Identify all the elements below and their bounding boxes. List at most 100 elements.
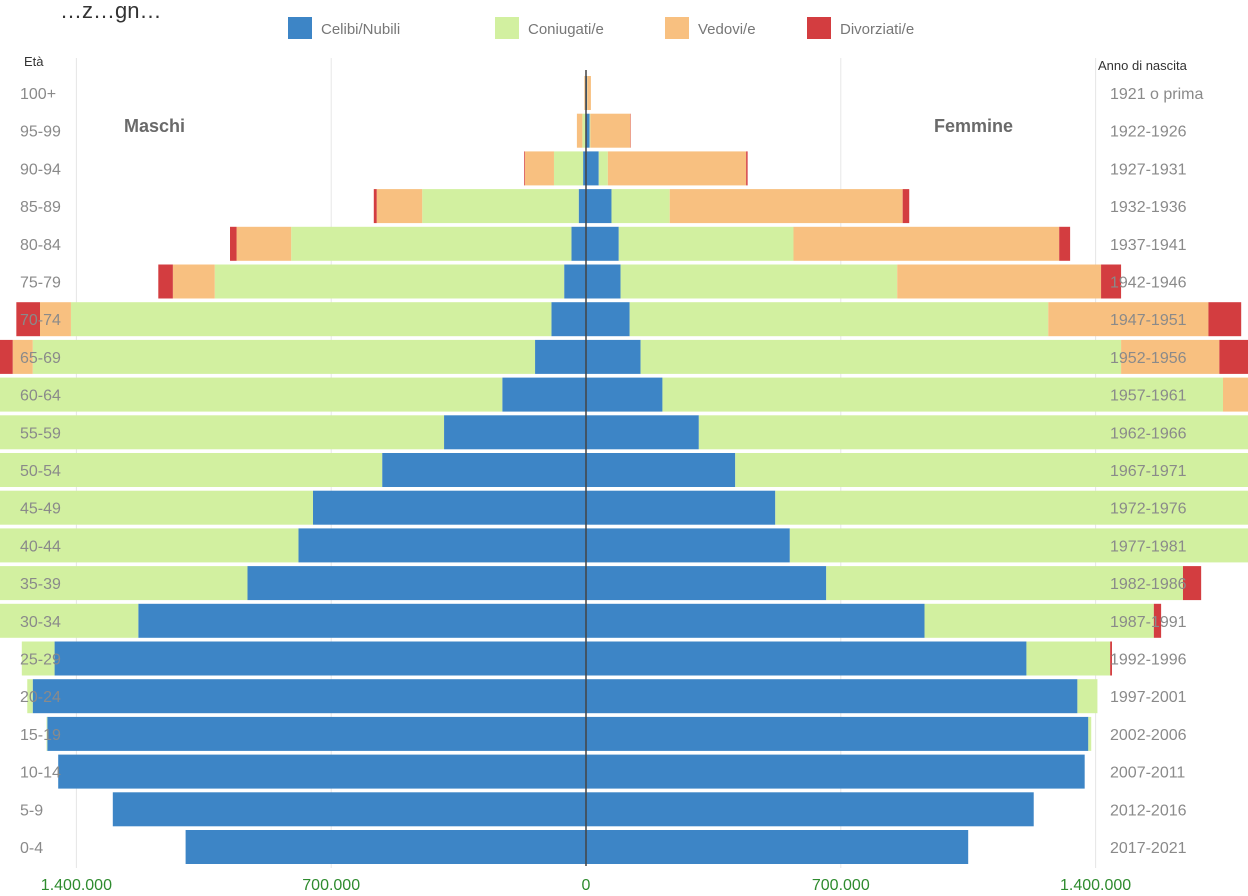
bar-female-vedovi-e-65-69 — [1121, 339, 1220, 374]
bar-female-vedovi-e-100+ — [587, 76, 591, 110]
bar-male-coniugati-e-85-89 — [422, 189, 579, 224]
age-label: 35-39 — [20, 576, 61, 593]
x-tick-label: 700.000 — [812, 877, 870, 894]
bar-female-vedovi-e-80-84 — [793, 226, 1060, 261]
bar-female-celibi-nubili-10-14 — [586, 754, 1085, 789]
bar-female-celibi-nubili-20-24 — [586, 679, 1078, 714]
birth-year-label: 1967-1971 — [1110, 463, 1187, 480]
birth-year-label: 2017-2021 — [1110, 840, 1187, 857]
age-label: 15-19 — [20, 727, 61, 744]
bar-male-celibi-nubili-45-49 — [313, 490, 586, 525]
bar-male-divorziati-e-80-84 — [230, 226, 237, 261]
birth-year-label: 1997-2001 — [1110, 689, 1187, 706]
birth-year-label: 1957-1961 — [1110, 388, 1187, 405]
bar-female-celibi-nubili-65-69 — [586, 339, 641, 374]
birth-year-axis-labels: 2017-2021 2012-2016 2007-2011 2002-2006 1997… — [1110, 86, 1203, 857]
bar-female-celibi-nubili-75-79 — [586, 264, 621, 299]
birth-year-label: 1972-1976 — [1110, 501, 1187, 518]
bar-male-coniugati-e-70-74 — [70, 302, 552, 337]
birth-year-label: 1962-1966 — [1110, 425, 1187, 442]
bar-male-celibi-nubili-65-69 — [535, 339, 586, 374]
bar-female-celibi-nubili-80-84 — [586, 226, 619, 261]
bar-male-celibi-nubili-70-74 — [551, 302, 586, 337]
bar-female-coniugati-e-60-64 — [662, 377, 1223, 412]
birth-year-label: 1992-1996 — [1110, 652, 1187, 669]
age-label: 0-4 — [20, 840, 43, 857]
top-title: …z…gn… — [60, 0, 161, 23]
bar-female-coniugati-e-45-49 — [775, 490, 1248, 525]
x-axis-tick-labels: 2.800.0002.100.0001.400.000700.0000700.0… — [41, 877, 1131, 894]
bar-female-vedovi-e-75-79 — [897, 264, 1102, 299]
bar-male-celibi-nubili-10-14 — [58, 754, 586, 789]
bar-male-coniugati-e-30-34 — [0, 603, 139, 638]
bar-male-celibi-nubili-80-84 — [571, 226, 586, 261]
bar-male-coniugati-e-90-94 — [553, 151, 584, 186]
bar-female-vedovi-e-60-64 — [1223, 377, 1248, 412]
age-label: 100+ — [20, 86, 56, 103]
bar-female-celibi-nubili-90-94 — [586, 151, 599, 186]
bar-female-divorziati-e-70-74 — [1208, 302, 1242, 337]
bar-female-divorziati-e-80-84 — [1059, 226, 1071, 261]
age-label: 75-79 — [20, 275, 61, 292]
bar-female-vedovi-e-95-99 — [590, 113, 631, 148]
bar-male-vedovi-e-70-74 — [40, 302, 71, 337]
bar-female-celibi-nubili-15-19 — [586, 716, 1089, 751]
bar-female-celibi-nubili-5-9 — [586, 792, 1034, 827]
bar-male-celibi-nubili-40-44 — [298, 528, 586, 563]
birth-year-label: 1927-1931 — [1110, 161, 1187, 178]
x-tick-label: 700.000 — [302, 877, 360, 894]
bar-male-celibi-nubili-85-89 — [578, 189, 586, 224]
bar-male-celibi-nubili-30-34 — [138, 603, 586, 638]
bar-male-coniugati-e-25-29 — [21, 641, 55, 676]
legend-swatch-vedovi-e — [665, 17, 689, 39]
age-label: 95-99 — [20, 124, 61, 141]
birth-year-label: 1922-1926 — [1110, 124, 1187, 141]
legend-swatch-coniugati-e — [495, 17, 519, 39]
bar-female-divorziati-e-65-69 — [1219, 339, 1248, 374]
bar-male-vedovi-e-90-94 — [524, 151, 554, 186]
legend-swatch-celibi-nubili — [288, 17, 312, 39]
bar-male-divorziati-e-85-89 — [373, 189, 377, 224]
bar-female-coniugati-e-30-34 — [924, 603, 1154, 638]
bar-female-coniugati-e-15-19 — [1088, 716, 1092, 751]
bar-male-coniugati-e-40-44 — [0, 528, 299, 563]
bar-male-coniugati-e-95-99 — [582, 113, 586, 148]
bar-male-coniugati-e-20-24 — [27, 679, 33, 714]
bar-male-vedovi-e-75-79 — [172, 264, 215, 299]
bar-male-divorziati-e-90-94 — [524, 151, 525, 186]
bar-female-celibi-nubili-45-49 — [586, 490, 776, 525]
bar-female-coniugati-e-85-89 — [611, 189, 670, 224]
bar-male-coniugati-e-15-19 — [46, 716, 48, 751]
bar-female-divorziati-e-35-39 — [1182, 566, 1202, 601]
bars — [0, 76, 1248, 864]
legend-label-coniugati-e: Coniugati/e — [528, 21, 604, 38]
legend-label-celibi-nubili: Celibi/Nubili — [321, 21, 400, 38]
bar-female-divorziati-e-30-34 — [1153, 603, 1162, 638]
age-label: 40-44 — [20, 538, 61, 555]
bar-male-celibi-nubili-75-79 — [564, 264, 586, 299]
bar-male-celibi-nubili-15-19 — [47, 716, 586, 751]
birth-year-label: 1932-1936 — [1110, 199, 1187, 216]
x-tick-label: 1.400.000 — [41, 877, 112, 894]
bar-female-divorziati-e-75-79 — [1101, 264, 1122, 299]
bar-male-celibi-nubili-50-54 — [382, 453, 586, 487]
bar-male-celibi-nubili-35-39 — [247, 566, 587, 601]
bar-female-coniugati-e-70-74 — [629, 302, 1049, 337]
bar-male-celibi-nubili-20-24 — [32, 679, 587, 714]
bar-male-celibi-nubili-0-4 — [185, 830, 586, 864]
bar-male-divorziati-e-65-69 — [0, 339, 13, 374]
legend: Celibi/Nubili Coniugati/e Vedovi/e Divorzia… — [288, 17, 914, 39]
bar-female-coniugati-e-65-69 — [640, 339, 1122, 374]
bar-female-divorziati-e-25-29 — [1110, 641, 1112, 676]
legend-swatch-divorziati-e — [807, 17, 831, 39]
age-label: 60-64 — [20, 388, 61, 405]
bar-female-coniugati-e-50-54 — [735, 453, 1248, 487]
bar-male-celibi-nubili-90-94 — [583, 151, 586, 186]
bar-female-celibi-nubili-55-59 — [586, 415, 699, 450]
bar-male-divorziati-e-70-74 — [16, 302, 40, 337]
x-tick-label: 0 — [582, 877, 591, 894]
birth-year-label: 1942-1946 — [1110, 275, 1187, 292]
left-axis-title: Età — [24, 54, 44, 69]
birth-year-label: 1952-1956 — [1110, 350, 1187, 367]
